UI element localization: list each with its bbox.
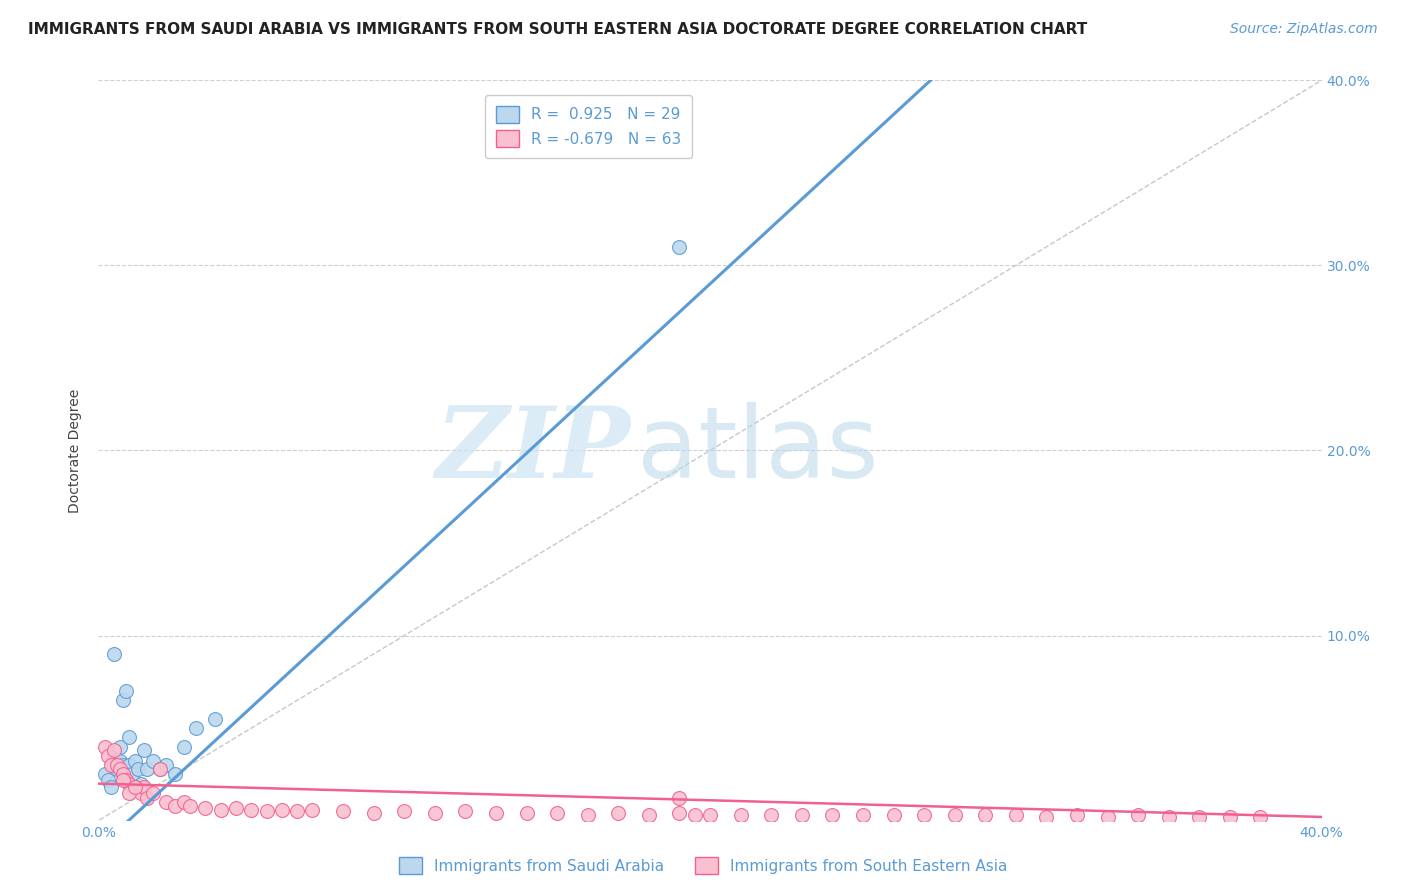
Point <box>1219 810 1241 824</box>
Point <box>852 808 875 822</box>
Point <box>1066 808 1088 822</box>
Point <box>105 758 128 772</box>
Point <box>209 803 232 817</box>
Point <box>97 748 120 763</box>
Text: IMMIGRANTS FROM SAUDI ARABIA VS IMMIGRANTS FROM SOUTH EASTERN ASIA DOCTORATE DEG: IMMIGRANTS FROM SAUDI ARABIA VS IMMIGRAN… <box>28 22 1087 37</box>
Point <box>118 786 141 800</box>
Point <box>974 808 997 822</box>
Point <box>124 755 146 769</box>
Point <box>115 684 138 698</box>
Point <box>730 808 752 822</box>
Point <box>821 808 844 822</box>
Point <box>943 808 966 822</box>
Point <box>111 772 134 787</box>
Point <box>1004 808 1026 822</box>
Point <box>103 748 125 763</box>
Point <box>186 721 208 735</box>
Point <box>173 795 195 809</box>
Point <box>149 762 172 776</box>
Point <box>163 798 186 813</box>
Point <box>256 805 278 819</box>
Point <box>111 693 134 707</box>
Point <box>637 808 661 822</box>
Text: Source: ZipAtlas.com: Source: ZipAtlas.com <box>1230 22 1378 37</box>
Point <box>108 762 131 776</box>
Point <box>115 767 138 781</box>
Point <box>93 739 115 754</box>
Point <box>121 767 143 781</box>
Point <box>93 767 115 781</box>
Point <box>129 776 152 791</box>
Text: atlas: atlas <box>637 402 879 499</box>
Point <box>100 758 122 772</box>
Point <box>1188 810 1211 824</box>
Point <box>485 806 508 821</box>
Point <box>134 780 156 795</box>
Point <box>285 805 308 819</box>
Point <box>100 780 122 795</box>
Point <box>759 808 782 822</box>
Point <box>301 803 323 817</box>
Point <box>363 806 385 821</box>
Point <box>576 808 599 822</box>
Point <box>155 795 177 809</box>
Point <box>136 791 159 805</box>
Point <box>155 758 177 772</box>
Point <box>127 762 149 776</box>
Point <box>163 767 186 781</box>
Point <box>668 791 690 805</box>
Point <box>103 647 125 661</box>
Point <box>118 731 141 745</box>
Point <box>103 758 125 772</box>
Point <box>392 805 416 819</box>
Point <box>240 803 263 817</box>
Point <box>136 762 159 776</box>
Point <box>607 806 630 821</box>
Point <box>108 739 131 754</box>
Text: ZIP: ZIP <box>436 402 630 499</box>
Point <box>115 772 138 787</box>
Point <box>883 808 905 822</box>
Point <box>332 805 354 819</box>
Point <box>111 758 134 772</box>
Point <box>423 806 446 821</box>
Point <box>1157 810 1180 824</box>
Point <box>1035 810 1057 824</box>
Point <box>790 808 813 822</box>
Point <box>149 762 172 776</box>
Point <box>179 798 201 813</box>
Point <box>1249 810 1271 824</box>
Point <box>270 803 292 817</box>
Point <box>454 805 477 819</box>
Point <box>225 800 247 814</box>
Point <box>173 739 195 754</box>
Point <box>546 806 568 821</box>
Point <box>124 780 146 795</box>
Point <box>683 808 706 822</box>
Point <box>129 786 152 800</box>
Point <box>912 808 935 822</box>
Point <box>668 806 690 821</box>
Point <box>668 240 690 254</box>
Point <box>108 755 131 769</box>
Point <box>1128 808 1150 822</box>
Point <box>118 758 141 772</box>
Point <box>124 780 146 795</box>
Point <box>142 755 165 769</box>
Point <box>142 786 165 800</box>
Point <box>134 743 156 757</box>
Point <box>204 712 226 726</box>
Y-axis label: Doctorate Degree: Doctorate Degree <box>69 388 83 513</box>
Point <box>97 772 120 787</box>
Point <box>111 767 134 781</box>
Point <box>516 806 538 821</box>
Point <box>699 808 721 822</box>
Point <box>194 800 217 814</box>
Point <box>103 743 125 757</box>
Legend: R =  0.925   N = 29, R = -0.679   N = 63: R = 0.925 N = 29, R = -0.679 N = 63 <box>485 95 692 158</box>
Point <box>105 762 128 776</box>
Legend: Immigrants from Saudi Arabia, Immigrants from South Eastern Asia: Immigrants from Saudi Arabia, Immigrants… <box>392 851 1014 880</box>
Point <box>118 776 141 791</box>
Point <box>1097 810 1119 824</box>
